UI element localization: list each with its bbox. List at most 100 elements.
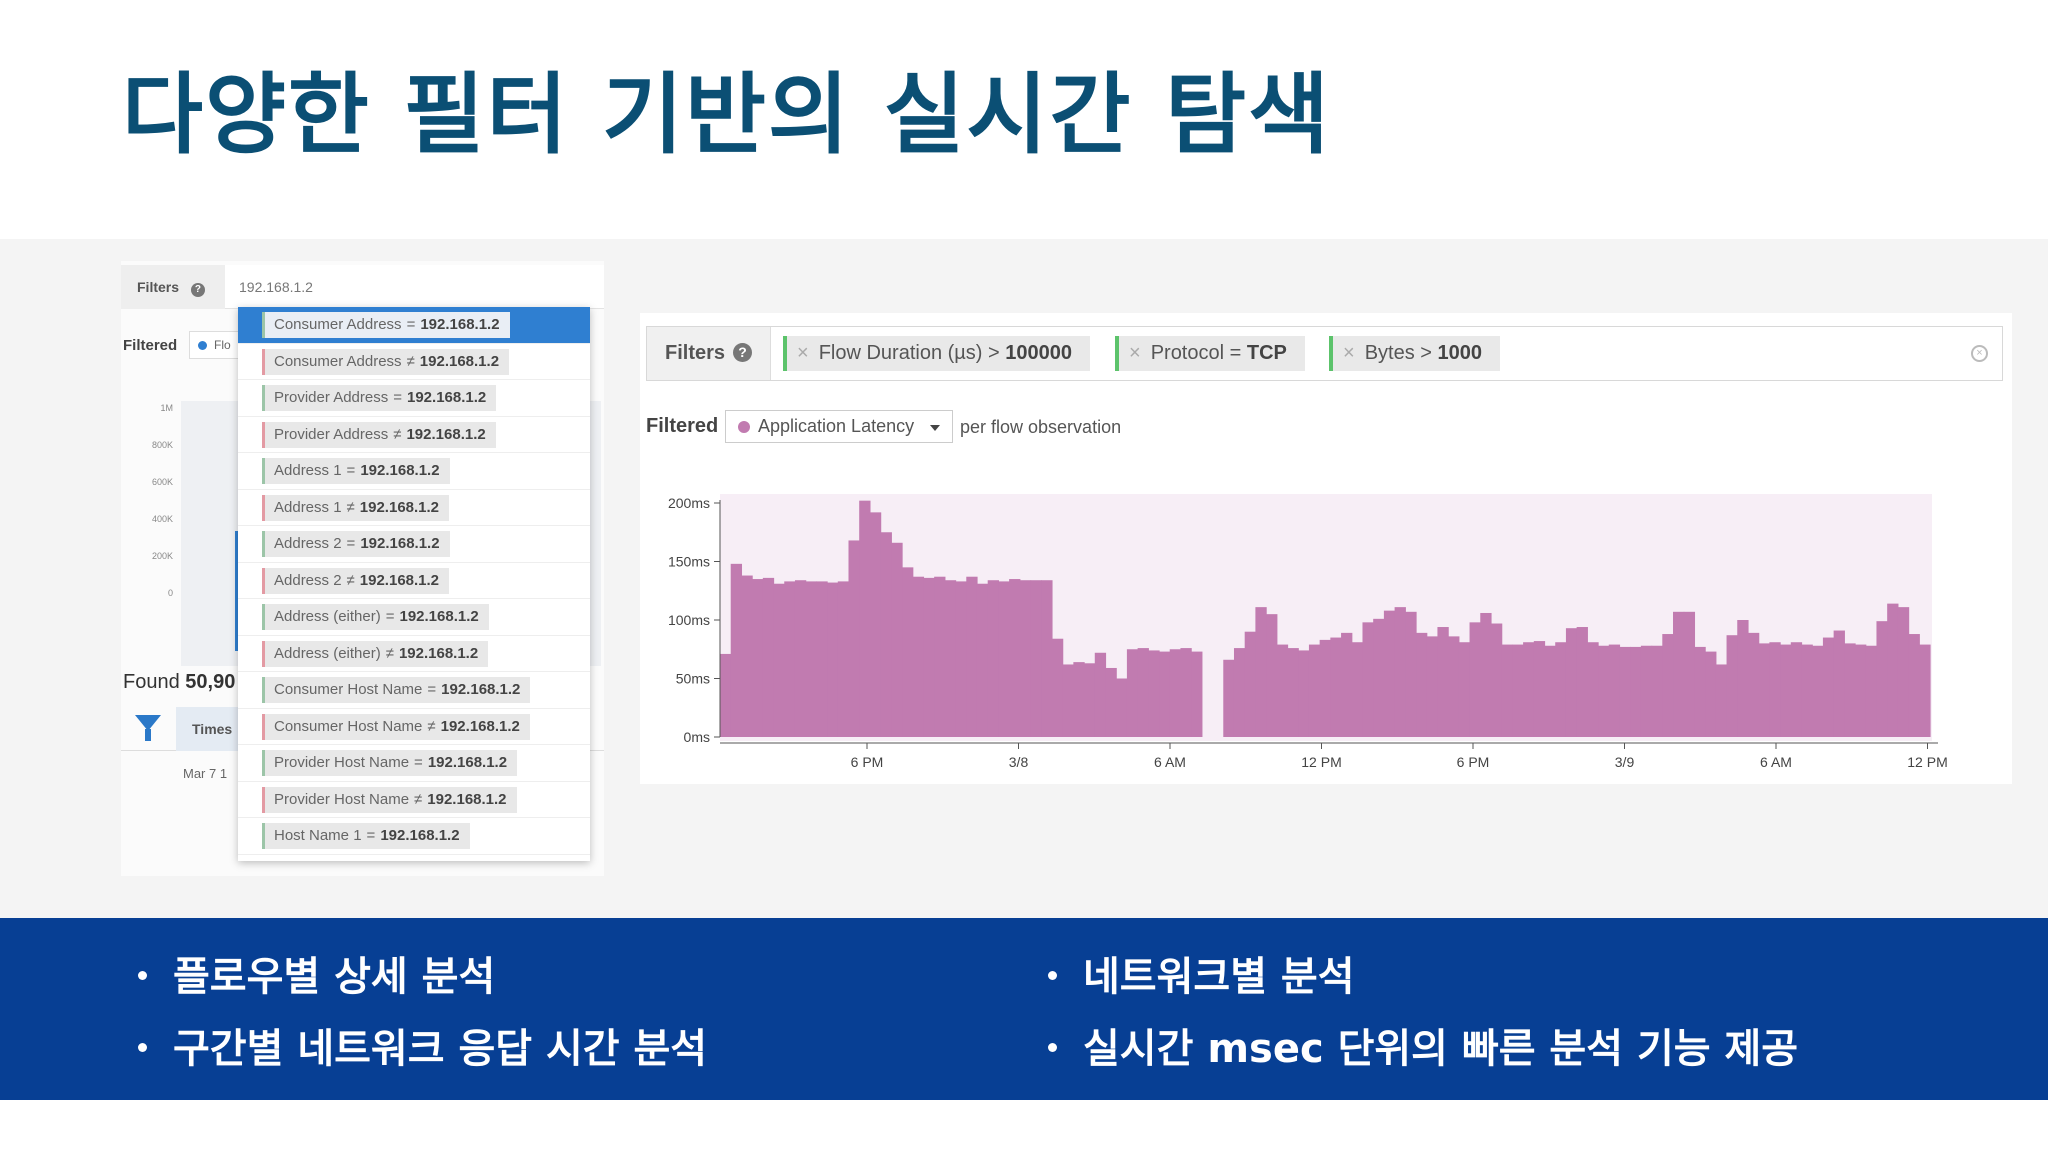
latency-bar	[1855, 644, 1867, 737]
latency-bar	[827, 582, 839, 737]
latency-bar	[1437, 627, 1449, 737]
chip-value: 1000	[1437, 342, 1483, 364]
suggestion-operator: ≠	[414, 790, 423, 808]
suggestion-item[interactable]: Provider Address ≠ 192.168.1.2	[238, 417, 590, 453]
latency-bar	[1694, 646, 1706, 737]
latency-bar	[1308, 644, 1321, 737]
latency-bar	[1287, 648, 1299, 737]
question-circle-icon[interactable]: ?	[733, 343, 753, 362]
suggestion-item[interactable]: Provider Host Name = 192.168.1.2	[238, 745, 590, 782]
latency-bar	[784, 581, 796, 737]
latency-bar	[1233, 648, 1246, 737]
latency-bar	[837, 581, 850, 737]
suggestion-operator: =	[427, 681, 437, 698]
latency-bar	[1362, 622, 1374, 737]
latency-bar	[1137, 648, 1149, 737]
latency-bar	[1426, 636, 1439, 737]
latency-bar	[805, 581, 817, 737]
suggestion-chip: Provider Host Name ≠ 192.168.1.2	[262, 786, 517, 813]
latency-bar	[720, 653, 732, 737]
suggestion-field: Provider Host Name	[274, 790, 410, 808]
caret-down-icon	[930, 425, 940, 431]
chip-value: 100000	[1005, 342, 1073, 364]
filter-search-input[interactable]: 192.168.1.2	[239, 279, 313, 295]
latency-bar	[1009, 579, 1021, 737]
latency-bar	[1705, 651, 1717, 737]
filter-chip[interactable]: × Bytes > 1000	[1329, 336, 1501, 371]
suggestion-field: Provider Address	[274, 389, 389, 406]
suggestion-item[interactable]: Consumer Address = 192.168.1.2	[238, 307, 590, 344]
suggestion-chip: Provider Host Name = 192.168.1.2	[262, 750, 518, 776]
remove-filter-icon[interactable]: ×	[797, 342, 809, 364]
filter-chip[interactable]: × Flow Duration (µs) > 100000	[783, 336, 1091, 371]
latency-bar	[1373, 618, 1385, 737]
latency-bar	[912, 576, 925, 737]
latency-bar	[1640, 645, 1653, 737]
suggestion-operator: ≠	[427, 717, 436, 735]
latency-bar	[1094, 652, 1107, 737]
y-tick-label: 0ms	[684, 729, 710, 745]
suggestion-item[interactable]: Address 1 ≠ 192.168.1.2	[238, 490, 590, 526]
y-tick-label: 150ms	[668, 554, 710, 570]
suggestion-field: Address 2	[274, 535, 342, 552]
suggestion-field: Consumer Address	[274, 352, 402, 370]
bullet-dot	[1048, 971, 1057, 980]
suggestion-item[interactable]: Host Name 1 = 192.168.1.2	[238, 818, 590, 855]
x-tick-label: 12 PM	[1907, 754, 1947, 770]
x-tick-label: 6 PM	[1457, 754, 1490, 770]
feature-band: 플로우별 상세 분석 구간별 네트워크 응답 시간 분석 네트워크별 분석 실시…	[0, 918, 2048, 1100]
suggestion-value: 192.168.1.2	[441, 681, 521, 698]
latency-bar	[1780, 644, 1792, 737]
latency-bar	[1555, 642, 1567, 737]
latency-bar	[1330, 637, 1342, 737]
latency-bar	[1062, 664, 1074, 737]
remove-filter-icon[interactable]: ×	[1129, 342, 1141, 364]
suggestion-item[interactable]: Address (either) = 192.168.1.2	[238, 599, 590, 636]
suggestion-value: 192.168.1.2	[399, 608, 479, 625]
latency-bar	[1469, 622, 1481, 737]
suggestion-operator: =	[366, 827, 376, 844]
latency-bar	[1051, 638, 1064, 737]
metric-select[interactable]: Application Latency	[725, 410, 953, 443]
suggestion-operator: ≠	[346, 571, 355, 589]
suggestion-item[interactable]: Consumer Address ≠ 192.168.1.2	[238, 344, 590, 380]
latency-bar	[1908, 634, 1920, 737]
latency-bar	[1480, 612, 1492, 737]
latency-bar	[1416, 632, 1428, 737]
latency-bar	[1619, 646, 1631, 737]
latency-bar	[1180, 648, 1192, 737]
bullet-item: 네트워크별 분석	[1048, 944, 1355, 1002]
latency-bar	[1651, 645, 1663, 737]
latency-bar	[1769, 642, 1781, 737]
suggestion-item[interactable]: Address 2 ≠ 192.168.1.2	[238, 563, 590, 599]
latency-bar	[1673, 611, 1685, 737]
y-tick-label: 200ms	[668, 495, 710, 511]
latency-bar	[987, 580, 1000, 737]
suggestion-item[interactable]: Address 2 = 192.168.1.2	[238, 526, 590, 563]
latency-bar	[1512, 644, 1524, 737]
remove-filter-icon[interactable]: ×	[1343, 342, 1355, 364]
suggestion-value: 192.168.1.2	[427, 790, 507, 808]
suggestion-item[interactable]: Consumer Host Name = 192.168.1.2	[238, 672, 590, 709]
filter-chip[interactable]: × Protocol = TCP	[1115, 336, 1305, 371]
clear-filters-icon[interactable]: ×	[1971, 345, 1988, 362]
suggestion-item[interactable]: Provider Address = 192.168.1.2	[238, 380, 590, 417]
suggestion-chip: Host Name 1 = 192.168.1.2	[262, 823, 470, 849]
suggestion-item[interactable]: Consumer Host Name ≠ 192.168.1.2	[238, 709, 590, 745]
question-circle-icon[interactable]: ?	[190, 283, 205, 297]
suggestion-chip: Address 1 = 192.168.1.2	[262, 458, 450, 484]
suggestion-chip: Address (either) ≠ 192.168.1.2	[262, 640, 489, 667]
suggestion-item[interactable]: Address 1 = 192.168.1.2	[238, 453, 590, 490]
chip-field: Bytes	[1364, 342, 1415, 364]
filter-funnel-icon[interactable]	[135, 715, 161, 741]
latency-bar	[1790, 642, 1803, 737]
latency-bar	[1255, 607, 1267, 737]
per-observation-text: per flow observation	[960, 417, 1122, 437]
y-tick-label: 200K	[151, 551, 173, 561]
filters-bar: Filters ? 192.168.1.2	[121, 265, 604, 309]
suggestion-value: 192.168.1.2	[360, 462, 440, 479]
latency-bar	[1394, 607, 1406, 737]
suggestion-item[interactable]: Address (either) ≠ 192.168.1.2	[238, 636, 590, 672]
filters-bar: Filters? × Flow Duration (µs) > 100000 × Pr…	[646, 326, 2003, 381]
suggestion-item[interactable]: Provider Host Name ≠ 192.168.1.2	[238, 782, 590, 818]
